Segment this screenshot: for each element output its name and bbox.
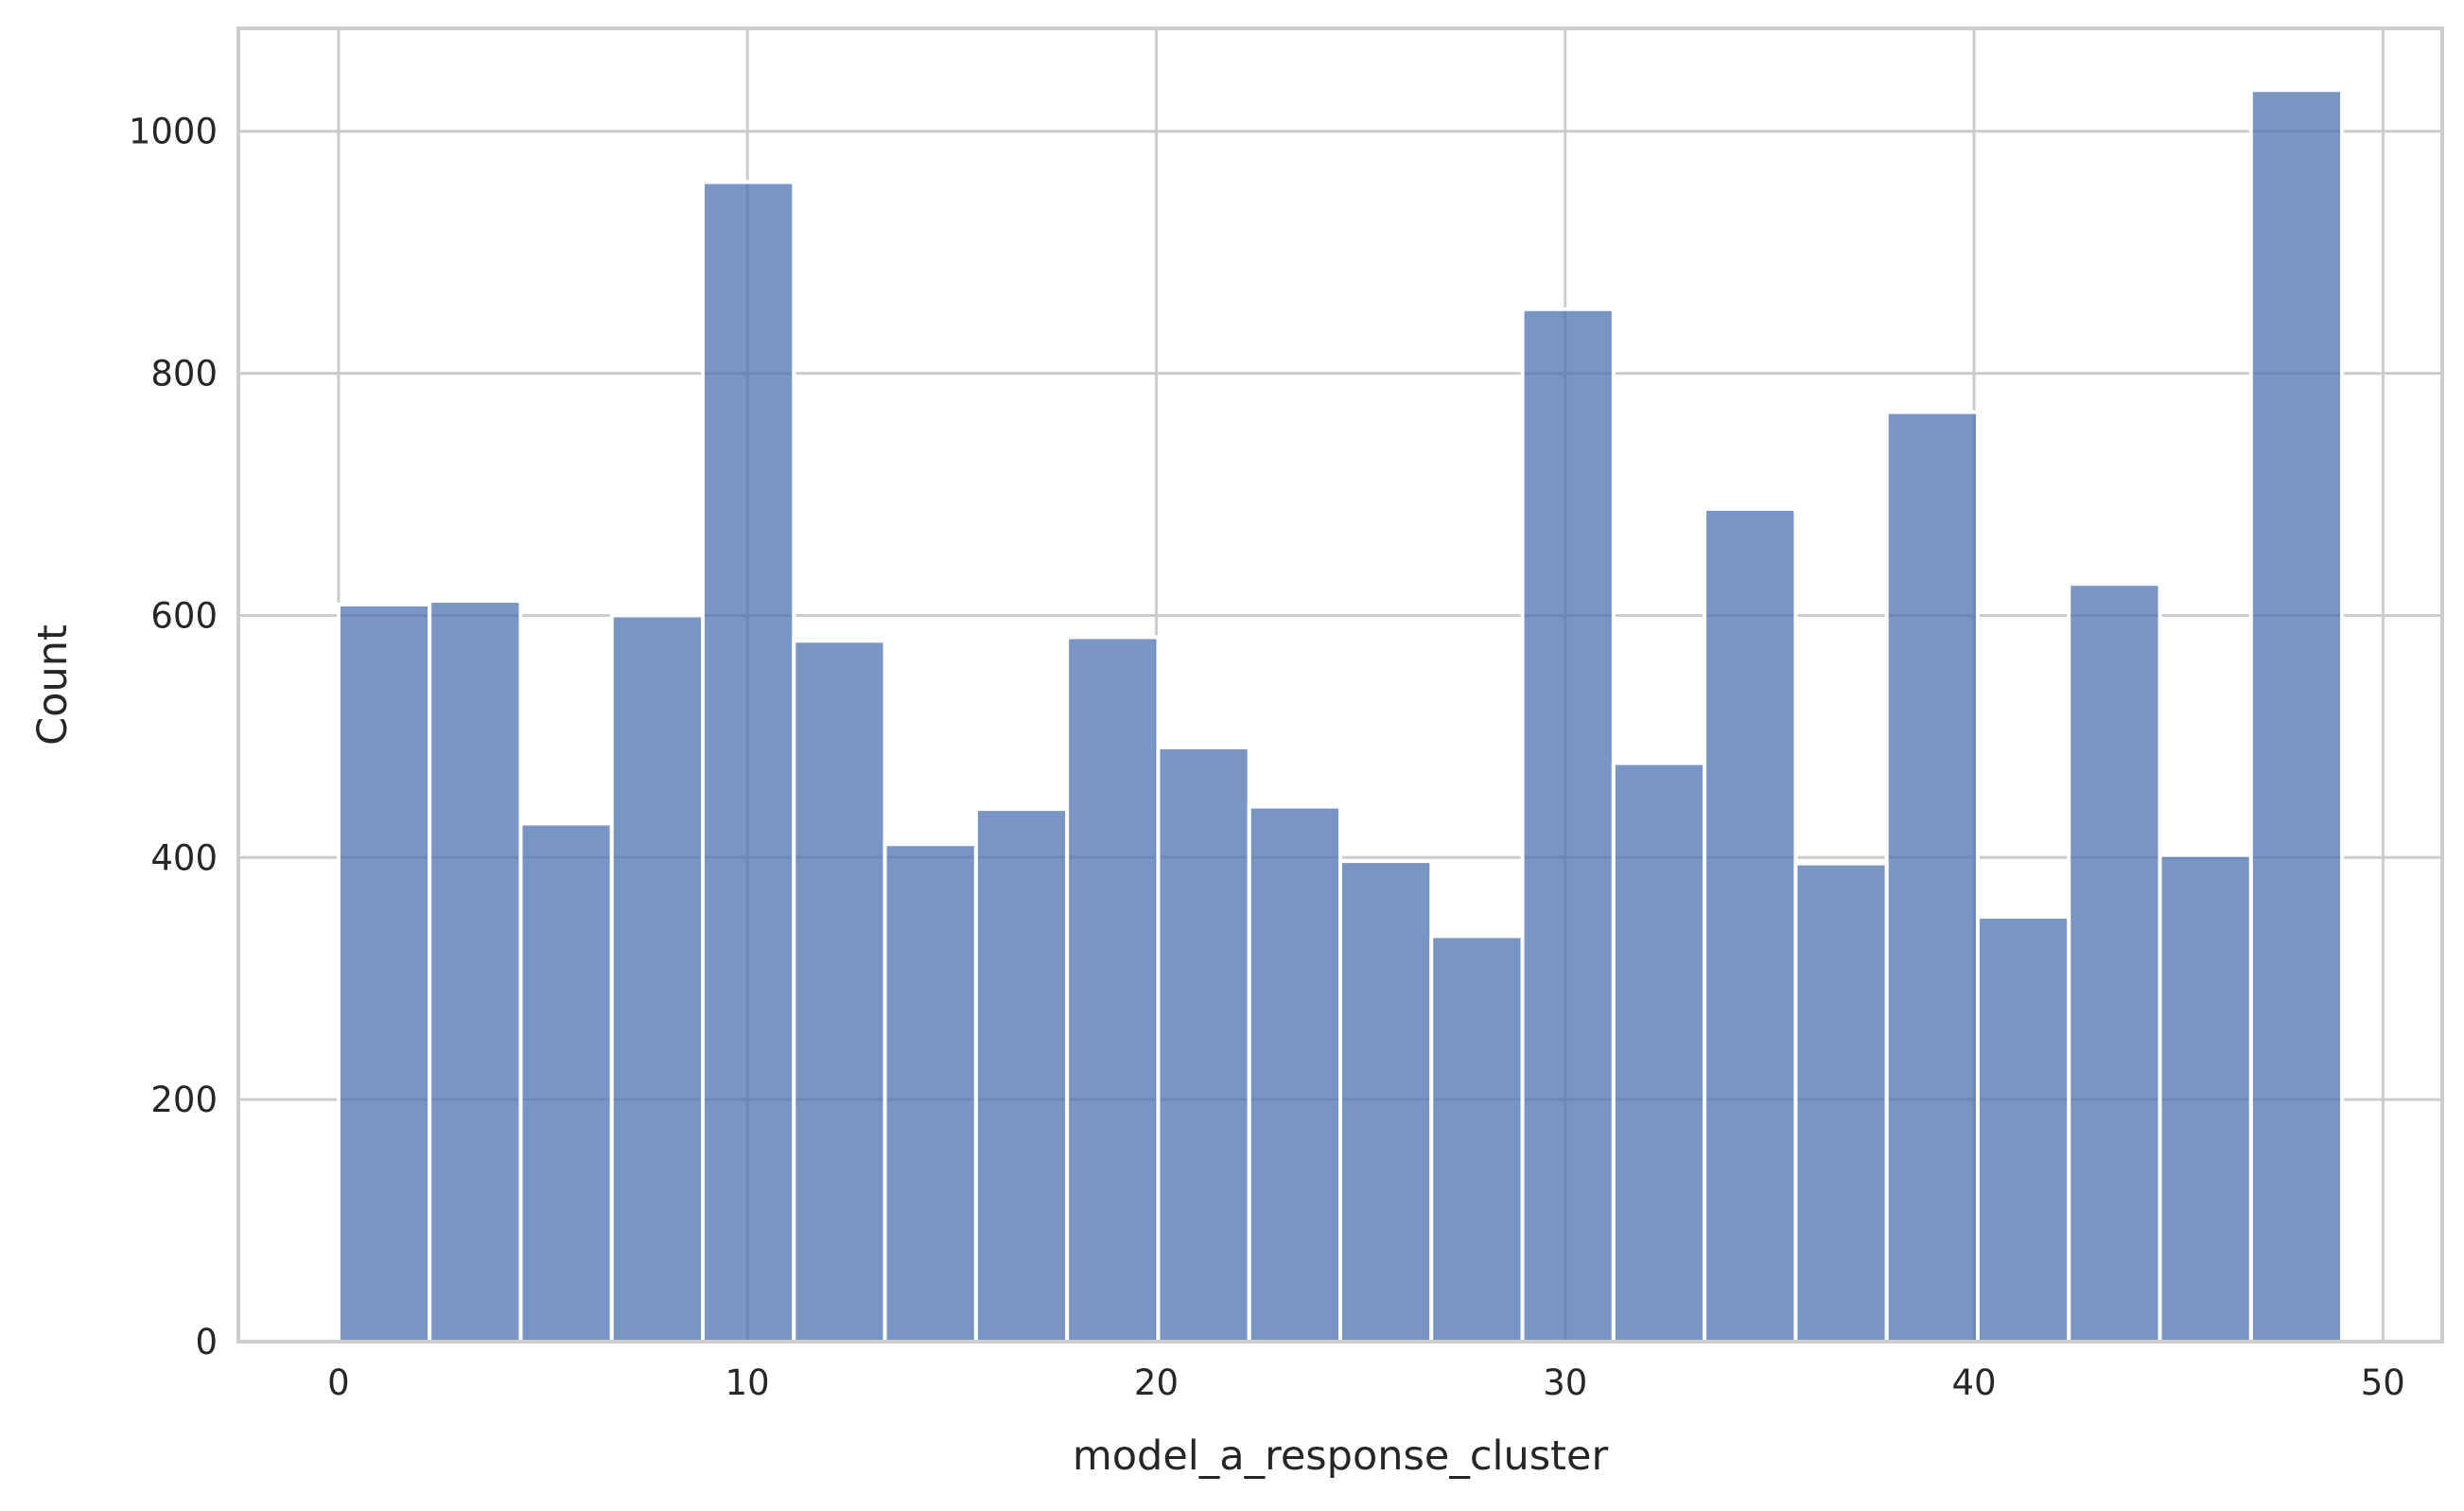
histogram-bar [1975, 914, 2071, 1344]
histogram-bar [2067, 582, 2162, 1344]
histogram-bar [428, 599, 523, 1344]
histogram-bar [1611, 761, 1707, 1344]
y-tick-label: 400 [150, 837, 218, 878]
x-tick-label: 20 [1134, 1362, 1179, 1403]
histogram-bar [2248, 88, 2345, 1344]
histogram-bar [1429, 934, 1525, 1344]
histogram-bar [1520, 307, 1616, 1344]
histogram-bar [701, 180, 796, 1344]
histogram-bar [792, 639, 887, 1344]
histogram-bar [973, 807, 1070, 1344]
histogram-bar [1247, 804, 1343, 1344]
y-tick-label: 800 [150, 354, 218, 395]
histogram-bar [882, 842, 978, 1344]
y-tick-label: 1000 [129, 112, 218, 152]
x-tick-label: 50 [2361, 1362, 2405, 1403]
plot-border [236, 26, 2444, 1344]
histogram-bar [1338, 859, 1434, 1344]
histogram-bar [1065, 635, 1161, 1344]
y-tick-label: 0 [195, 1322, 218, 1362]
y-tick-label: 600 [150, 595, 218, 636]
y-axis-label: Count [29, 624, 77, 746]
x-tick-label: 30 [1543, 1362, 1587, 1403]
x-tick-label: 10 [725, 1362, 770, 1403]
x-tick-label: 40 [1951, 1362, 1996, 1403]
x-tick-label: 0 [327, 1362, 350, 1403]
histogram-bar [1156, 745, 1251, 1344]
histogram-bar [609, 613, 706, 1344]
histogram-bar [336, 602, 432, 1344]
histogram-bar [1884, 410, 1980, 1344]
histogram-bars [336, 88, 2345, 1344]
y-tick-label: 200 [150, 1080, 218, 1120]
tick-labels: 0 10 20 30 40 50 0 200 400 600 800 1000 [129, 112, 2405, 1403]
histogram-bar [2158, 852, 2253, 1344]
histogram-bar [1793, 861, 1889, 1344]
histogram-bar [518, 821, 614, 1344]
plot-frame [236, 26, 2444, 1344]
x-axis-label: model_a_response_cluster [1073, 1432, 1609, 1480]
histogram-bar [1703, 506, 1798, 1344]
